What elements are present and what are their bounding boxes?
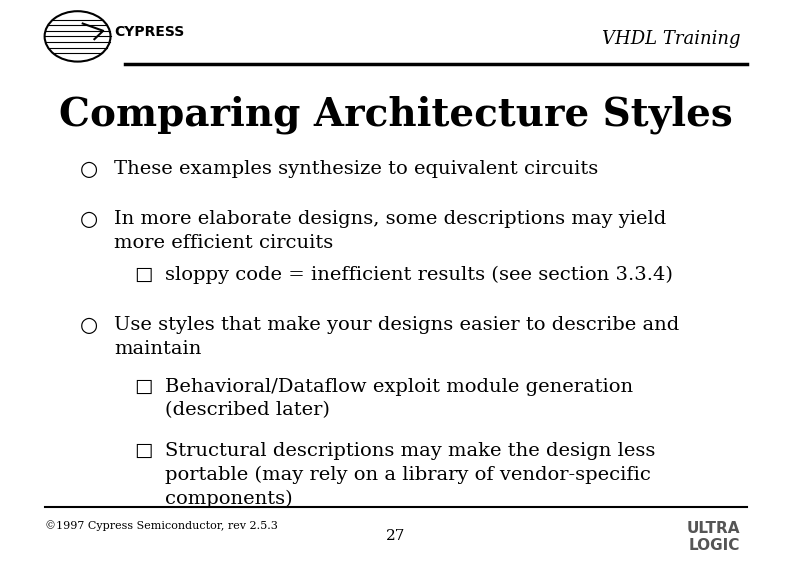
- Text: □: □: [135, 266, 153, 284]
- Text: ○: ○: [79, 160, 97, 179]
- Text: These examples synthesize to equivalent circuits: These examples synthesize to equivalent …: [114, 160, 599, 178]
- Text: Comparing Architecture Styles: Comparing Architecture Styles: [59, 95, 733, 134]
- Text: Behavioral/Dataflow exploit module generation
(described later): Behavioral/Dataflow exploit module gener…: [166, 378, 634, 419]
- Text: ©1997 Cypress Semiconductor, rev 2.5.3: ©1997 Cypress Semiconductor, rev 2.5.3: [44, 521, 277, 532]
- Text: Use styles that make your designs easier to describe and
maintain: Use styles that make your designs easier…: [114, 316, 680, 358]
- Text: CYPRESS: CYPRESS: [114, 25, 185, 39]
- Text: In more elaborate designs, some descriptions may yield
more efficient circuits: In more elaborate designs, some descript…: [114, 210, 666, 252]
- Text: □: □: [135, 378, 153, 396]
- Text: VHDL Training: VHDL Training: [602, 30, 740, 48]
- Text: sloppy code = inefficient results (see section 3.3.4): sloppy code = inefficient results (see s…: [166, 266, 673, 284]
- Text: ○: ○: [79, 316, 97, 336]
- Text: ○: ○: [79, 210, 97, 229]
- Text: □: □: [135, 442, 153, 460]
- Text: ULTRA
LOGIC: ULTRA LOGIC: [687, 521, 740, 553]
- Text: Structural descriptions may make the design less
portable (may rely on a library: Structural descriptions may make the des…: [166, 442, 656, 508]
- Text: 27: 27: [386, 529, 406, 543]
